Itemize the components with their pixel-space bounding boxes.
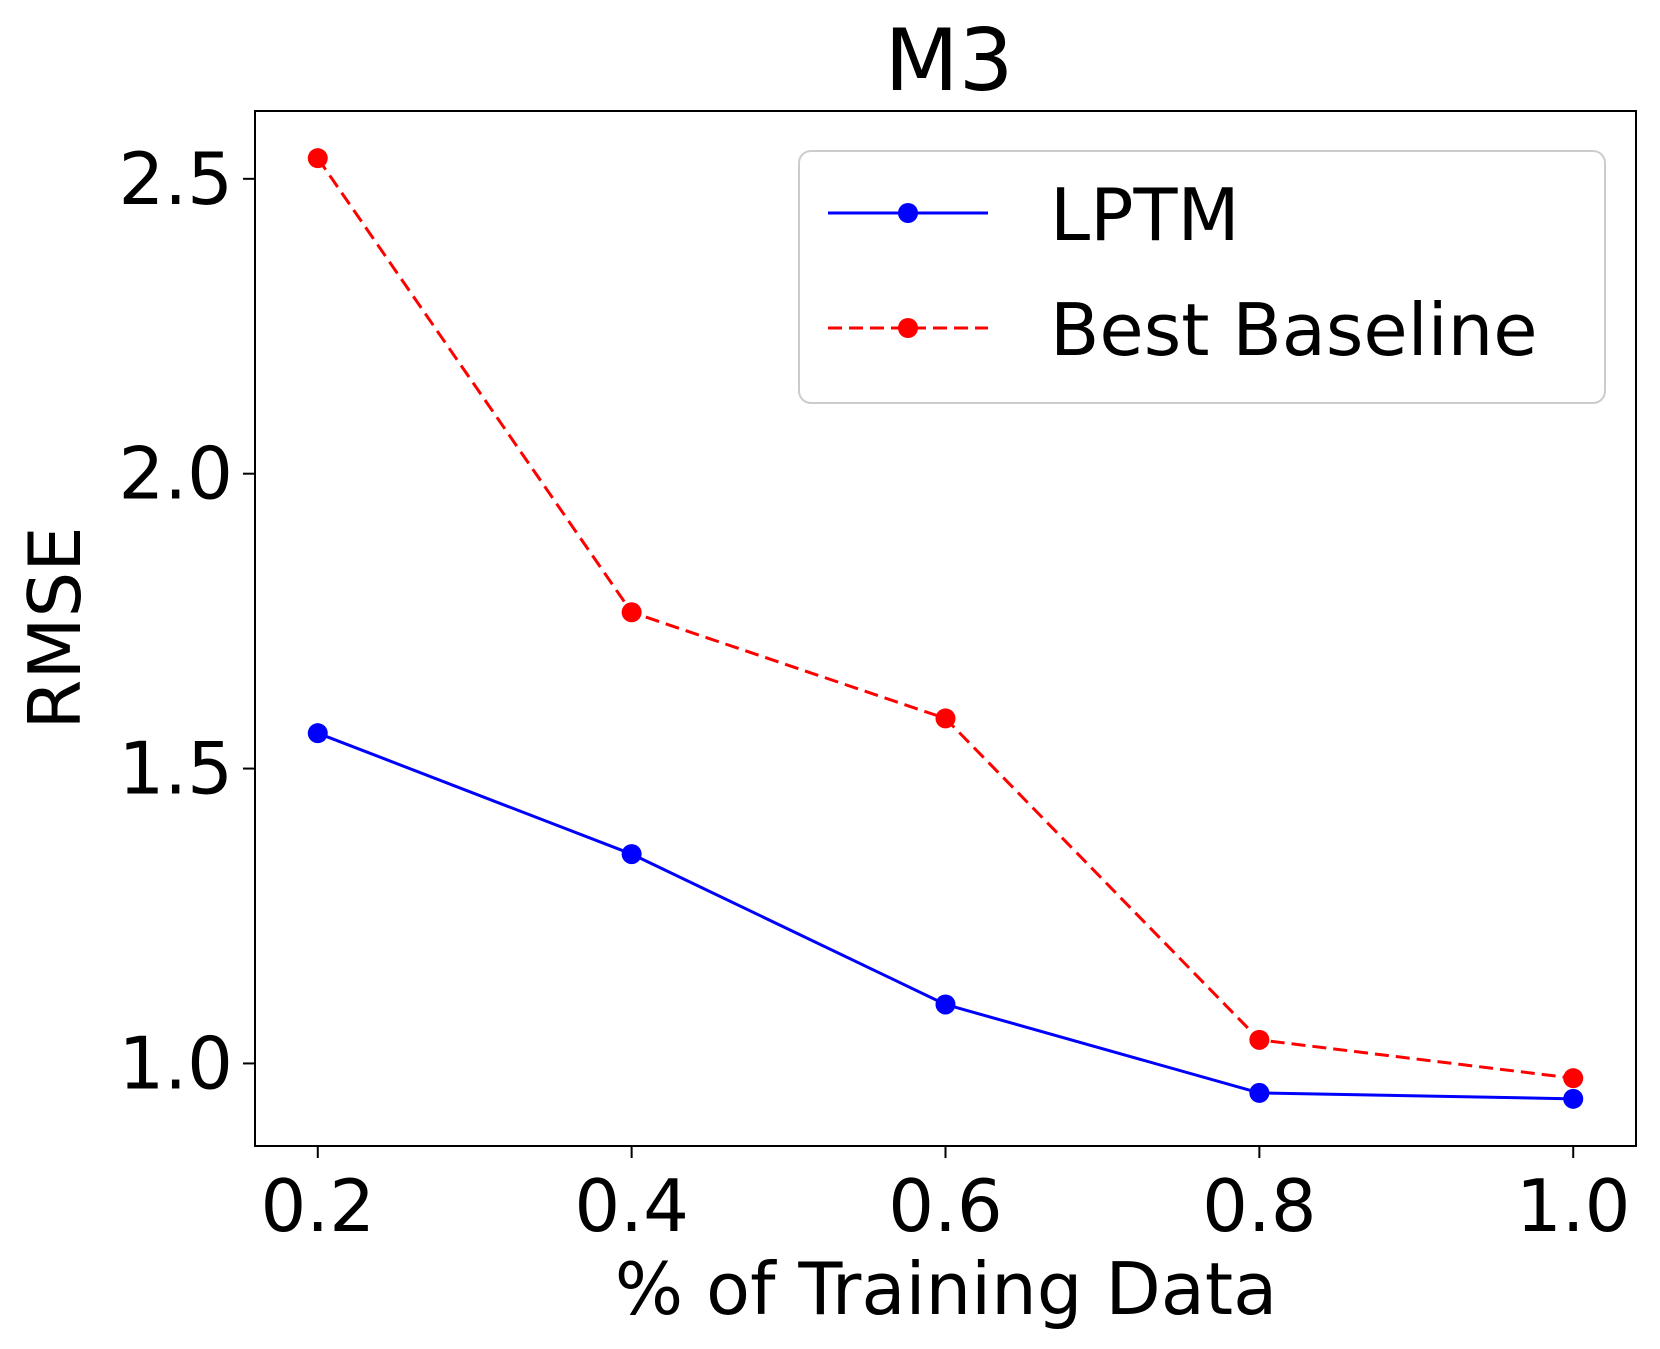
series-line-lptm: [317, 731, 1574, 1101]
x-tick-label-2: 0.6: [888, 1164, 1003, 1248]
x-tick-label-1: 0.4: [574, 1164, 689, 1248]
y-axis-label: RMSE: [13, 526, 97, 729]
x-tick-label-4: 1.0: [1516, 1164, 1631, 1248]
point-best-baseline-0: [307, 148, 328, 169]
point-best-baseline-2: [935, 708, 956, 729]
legend-label-lptm: LPTM: [1050, 173, 1240, 257]
legend-label-best-baseline: Best Baseline: [1050, 288, 1538, 372]
x-axis-label: % of Training Data: [615, 1247, 1277, 1331]
x-tick-label-3: 0.8: [1202, 1164, 1317, 1248]
series-layer: [307, 148, 1584, 1109]
point-lptm-0: [307, 723, 328, 744]
y-tick-label-1: 1.5: [118, 727, 233, 811]
y-tick-label-2: 2.0: [118, 432, 233, 516]
point-lptm-2: [935, 994, 956, 1015]
point-lptm-4: [1563, 1088, 1584, 1109]
point-best-baseline-3: [1249, 1029, 1270, 1050]
legend-frame: [798, 150, 1606, 404]
legend: LPTM Best Baseline: [798, 150, 1606, 404]
point-best-baseline-4: [1563, 1068, 1584, 1089]
x-axis-ticks: 0.2 0.4 0.6 0.8 1.0: [261, 1146, 1631, 1248]
legend-entry-best-baseline: Best Baseline: [828, 288, 1538, 372]
point-best-baseline-1: [621, 602, 642, 623]
chart-title: M3: [885, 11, 1014, 111]
x-tick-label-0: 0.2: [261, 1164, 376, 1248]
legend-marker-best-baseline: [898, 318, 918, 338]
y-tick-label-3: 2.5: [118, 137, 233, 221]
y-axis-ticks: 1.0 1.5 2.0 2.5: [118, 137, 255, 1105]
point-lptm-3: [1249, 1082, 1270, 1103]
y-tick-label-0: 1.0: [118, 1021, 233, 1105]
legend-entry-lptm: LPTM: [828, 173, 1240, 257]
legend-marker-lptm: [898, 203, 918, 223]
point-lptm-1: [621, 844, 642, 865]
